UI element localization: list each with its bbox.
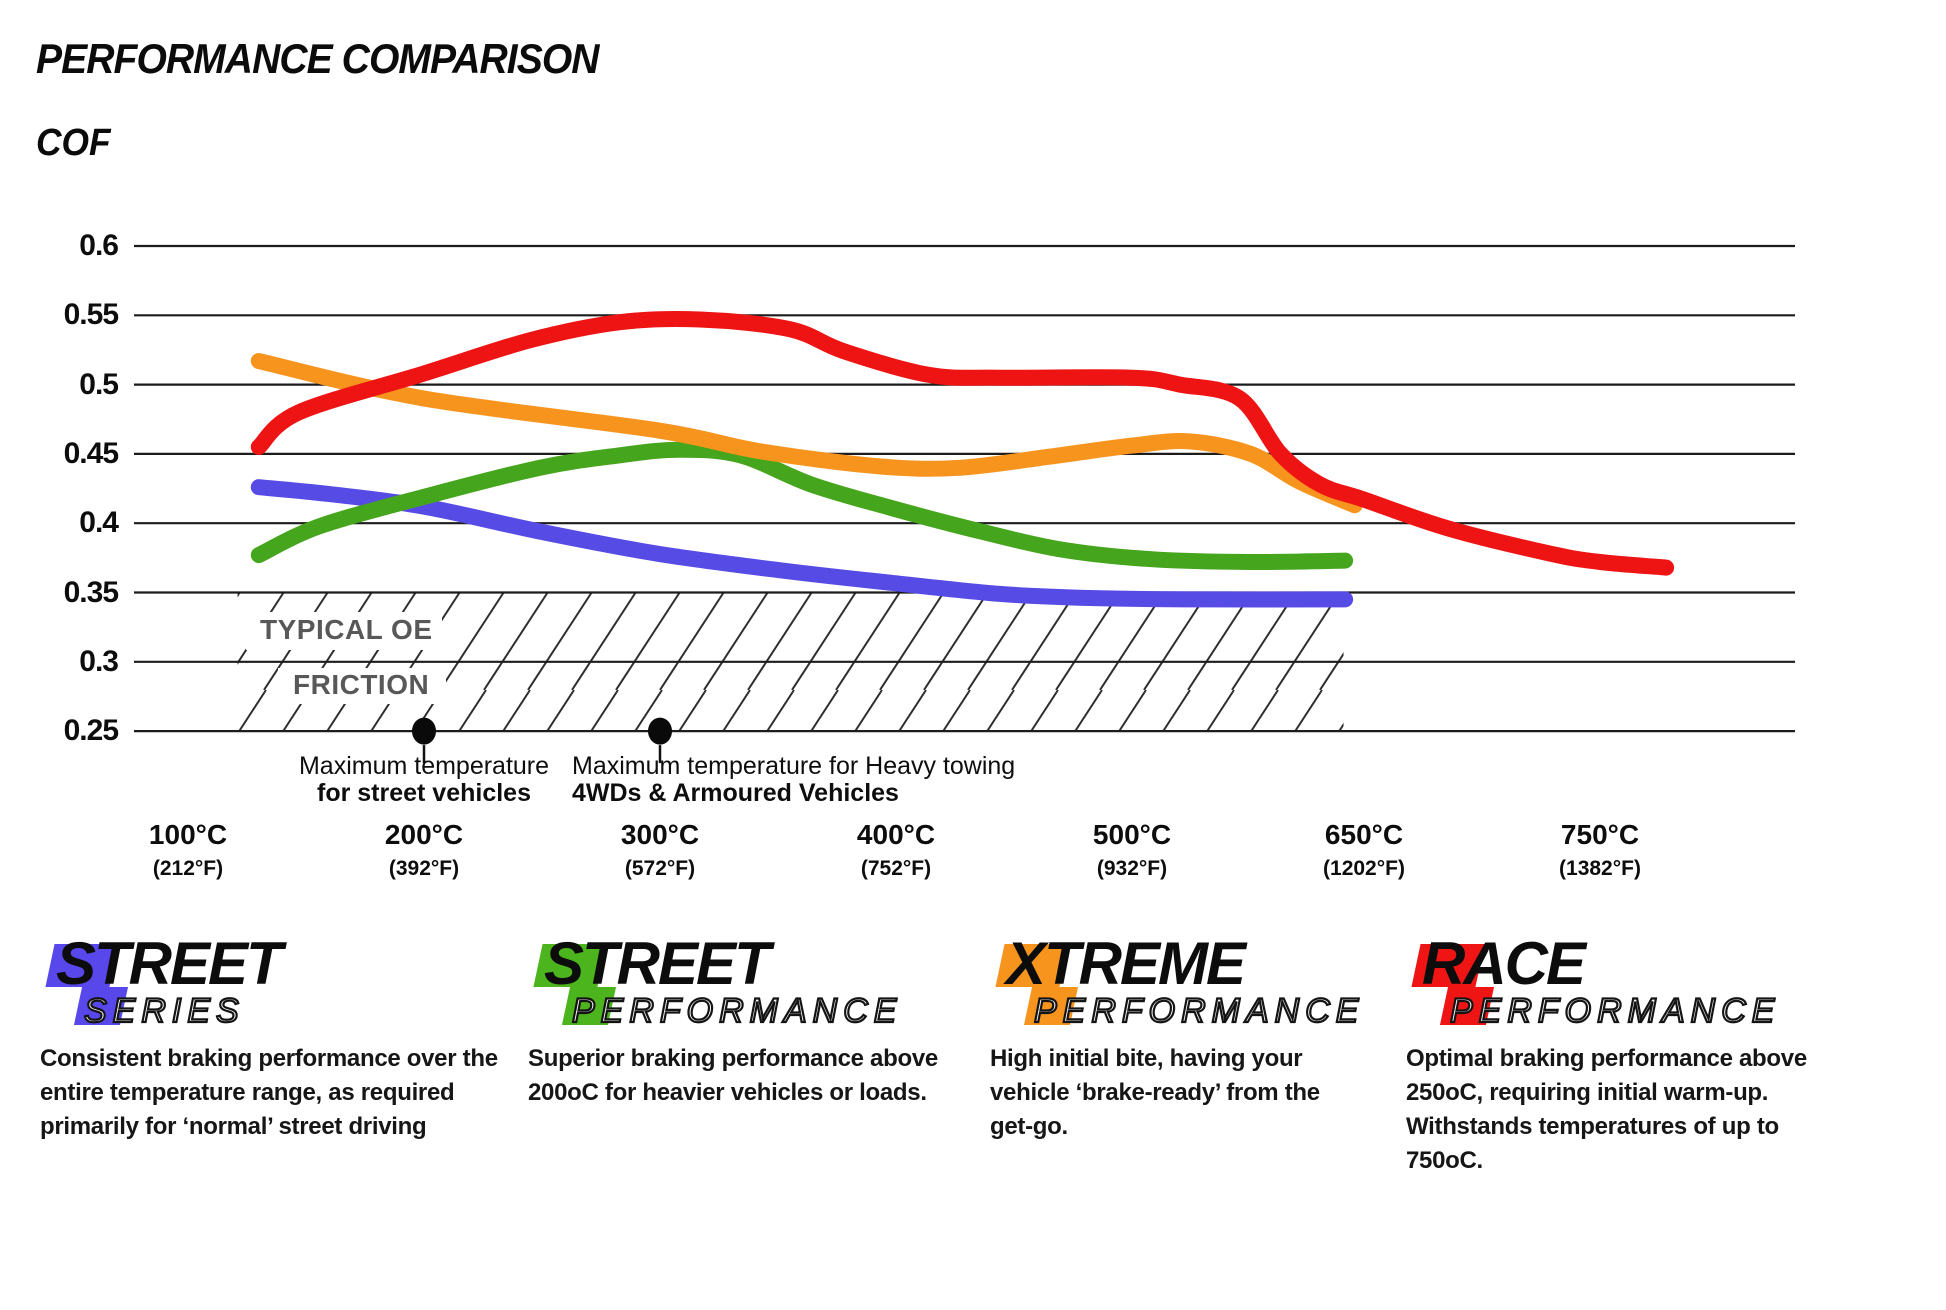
typical-oe-friction-label-line2: FRICTION [293, 669, 430, 700]
brand-word: STREET [56, 930, 283, 997]
annotation-300c: Maximum temperature for Heavy towing 4WDs… [572, 753, 1015, 807]
x-tick-650c: 650°C (1202°F) [1323, 819, 1405, 880]
x-tick-500c: 500°C (932°F) [1092, 819, 1172, 880]
brand-subtitle: PERFORMANCE [1033, 992, 1365, 1030]
annotation-line2: 4WDs & Armoured Vehicles [572, 779, 899, 807]
brand-subtitle: PERFORMANCE [1449, 992, 1781, 1030]
x-tick-celsius: 650°C [1324, 819, 1404, 850]
x-tick-100c: 100°C (212°F) [148, 819, 228, 880]
x-tick-fahrenheit: (392°F) [388, 856, 460, 880]
x-tick-200c: 200°C (392°F) [384, 819, 464, 880]
annotation-200c: Maximum temperature for street vehicles [299, 753, 549, 807]
x-tick-celsius: 300°C [620, 819, 700, 850]
y-tick-label-0.45: 0.45 [63, 436, 119, 470]
x-tick-fahrenheit: (1202°F) [1323, 856, 1405, 880]
x-tick-celsius: 100°C [148, 819, 228, 850]
x-tick-400c: 400°C (752°F) [856, 819, 936, 880]
legend-description: Consistent braking performance over the … [40, 1045, 498, 1140]
x-tick-300c: 300°C (572°F) [620, 819, 700, 880]
x-tick-fahrenheit: (212°F) [152, 856, 224, 880]
brand-word: STREET [544, 930, 771, 997]
annotation-line1: Maximum temperature for Heavy towing [572, 752, 1016, 780]
cof-axis-title: COF [36, 122, 111, 164]
x-tick-celsius: 750°C [1560, 819, 1640, 850]
brand-subtitle: SERIES [83, 992, 245, 1030]
x-tick-celsius: 500°C [1092, 819, 1172, 850]
brand-subtitle: PERFORMANCE [571, 992, 903, 1030]
curve-race-performance [250, 310, 1675, 576]
x-tick-fahrenheit: (572°F) [624, 856, 696, 880]
y-tick-label-0.4: 0.4 [79, 506, 119, 540]
y-tick-label-0.35: 0.35 [63, 575, 119, 609]
legend-description: Optimal braking performance above 250oC,… [1406, 1045, 1807, 1174]
x-tick-fahrenheit: (1382°F) [1559, 856, 1641, 880]
cof-curves [250, 310, 1675, 608]
x-tick-fahrenheit: (752°F) [860, 856, 932, 880]
cof-line-chart [134, 244, 1795, 764]
max-temp-marker-dot [648, 717, 672, 745]
band-label-backdrop [246, 612, 442, 650]
typical-oe-friction-label-line1: TYPICAL OE [260, 614, 433, 645]
max-temp-markers [412, 717, 672, 764]
page-title: PERFORMANCE COMPARISON [36, 35, 599, 82]
band-label-backdrop [278, 668, 446, 704]
curve-street-performance [250, 441, 1354, 571]
annotation-line2: for street vehicles [316, 779, 531, 807]
x-tick-fahrenheit: (932°F) [1096, 856, 1168, 880]
y-tick-label-0.6: 0.6 [79, 229, 119, 262]
x-tick-celsius: 200°C [384, 819, 464, 850]
y-tick-label-0.3: 0.3 [79, 644, 119, 678]
y-tick-label-0.25: 0.25 [63, 714, 119, 748]
brand-word: RACE [1422, 930, 1586, 997]
x-tick-750c: 750°C (1382°F) [1559, 819, 1641, 880]
y-tick-label-0.5: 0.5 [79, 367, 119, 401]
y-tick-label-0.55: 0.55 [63, 298, 119, 332]
max-temp-marker-dot [412, 717, 436, 745]
annotation-line1: Maximum temperature [298, 752, 550, 780]
legend-description: High initial bite, having your vehicle ‘… [990, 1045, 1320, 1140]
brand-word: XTREME [1006, 930, 1246, 997]
curve-xtreme-performance [250, 353, 1363, 514]
x-tick-celsius: 400°C [856, 819, 936, 850]
legend-description: Superior braking performance above 200oC… [528, 1045, 938, 1106]
